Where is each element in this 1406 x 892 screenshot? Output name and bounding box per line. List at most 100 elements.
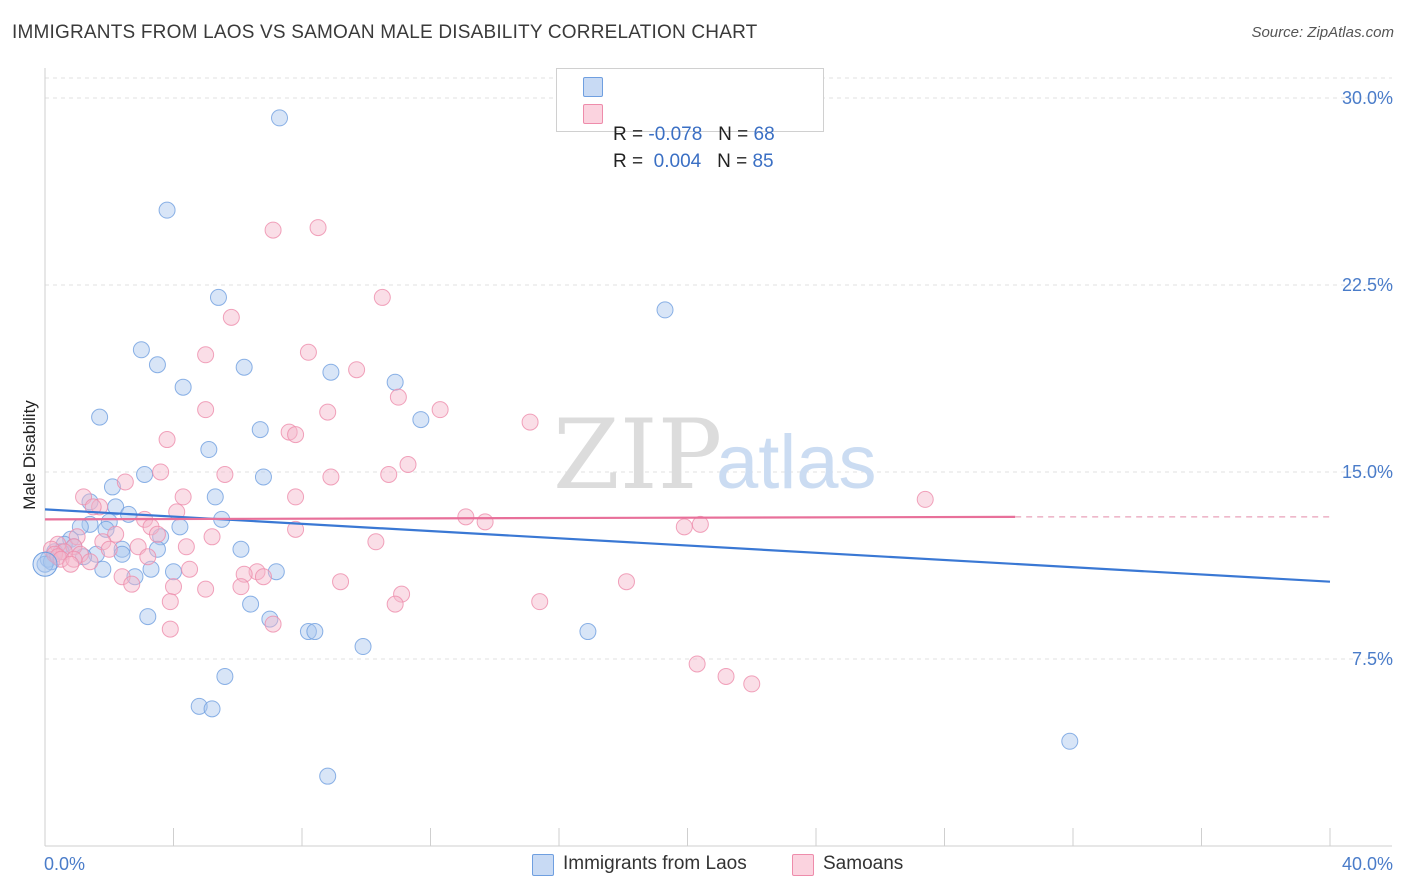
samoan-point bbox=[717, 667, 735, 685]
samoan-point bbox=[216, 465, 234, 483]
laos-point bbox=[319, 767, 337, 785]
samoan-point bbox=[348, 361, 366, 379]
laos-point bbox=[142, 560, 160, 578]
samoan-point bbox=[389, 388, 407, 406]
samoan-point bbox=[148, 525, 166, 543]
laos-point bbox=[171, 518, 189, 536]
samoan-point bbox=[254, 568, 272, 586]
legend-n-value-samoans: 85 bbox=[752, 151, 774, 172]
laos-point bbox=[165, 563, 182, 581]
laos-point bbox=[190, 697, 208, 715]
samoan-point bbox=[531, 593, 549, 611]
laos-point bbox=[254, 468, 272, 486]
samoan-point bbox=[521, 413, 539, 431]
samoan-point bbox=[197, 580, 215, 598]
samoan-point bbox=[158, 431, 176, 449]
samoan-point bbox=[197, 346, 215, 364]
samoan-point bbox=[476, 513, 494, 531]
samoan-point bbox=[197, 401, 215, 419]
laos-trend-line bbox=[44, 508, 1331, 583]
series-label-laos: Immigrants from Laos bbox=[563, 853, 747, 874]
samoan-point bbox=[177, 538, 195, 556]
laos-point bbox=[299, 623, 317, 641]
samoan-point bbox=[393, 585, 411, 603]
samoan-point bbox=[380, 465, 398, 483]
samoan-point bbox=[91, 498, 109, 516]
samoan-point bbox=[399, 455, 417, 473]
laos-point bbox=[136, 465, 154, 483]
laos-point bbox=[232, 540, 250, 558]
samoan-point bbox=[287, 488, 305, 506]
samoan-point bbox=[299, 343, 317, 361]
laos-point bbox=[139, 608, 157, 626]
samoan-point bbox=[386, 595, 404, 613]
watermark: ZIP atlas bbox=[553, 399, 877, 511]
samoan-point bbox=[62, 555, 80, 573]
samoan-point bbox=[367, 533, 385, 551]
laos-point bbox=[91, 408, 109, 426]
y-tick-label: 30.0% bbox=[1342, 88, 1393, 108]
series-label-samoans: Samoans bbox=[823, 853, 904, 874]
laos-point bbox=[412, 411, 430, 429]
axes bbox=[44, 68, 1392, 847]
laos-point bbox=[209, 288, 227, 306]
laos-point bbox=[386, 373, 404, 391]
legend-r-value-samoans: 0.004 bbox=[653, 151, 702, 172]
x-tick-label: 0.0% bbox=[44, 854, 85, 874]
samoan-point bbox=[373, 288, 391, 306]
series-swatch-laos bbox=[532, 854, 554, 876]
laos-point bbox=[203, 700, 221, 718]
samoan-point bbox=[675, 518, 693, 536]
legend-r-value-laos: -0.078 bbox=[648, 124, 703, 145]
stats-legend: R = -0.078 N = 68 R = 0.004 N = 85 bbox=[556, 68, 824, 172]
samoan-point bbox=[688, 655, 706, 673]
legend-n-label: N = bbox=[718, 124, 749, 145]
x-tick-label: 40.0% bbox=[1342, 854, 1393, 874]
legend-row-samoans: R = 0.004 N = 85 bbox=[583, 102, 774, 172]
chart-title: IMMIGRANTS FROM LAOS VS SAMOAN MALE DISA… bbox=[12, 22, 758, 43]
laos-point bbox=[267, 563, 285, 581]
samoan-point bbox=[235, 565, 253, 583]
laos-point bbox=[1061, 732, 1079, 750]
samoan-point bbox=[174, 488, 192, 506]
samoan-point bbox=[287, 426, 305, 444]
samoan-point bbox=[617, 573, 635, 591]
y-axis-label: Male Disability bbox=[20, 400, 39, 510]
samoan-point bbox=[457, 508, 475, 526]
samoan-point bbox=[431, 401, 449, 419]
samoan-point bbox=[152, 463, 170, 481]
laos-point bbox=[242, 595, 260, 613]
laos-point bbox=[94, 560, 112, 578]
y-tick-label: 22.5% bbox=[1342, 275, 1393, 295]
samoan-point bbox=[232, 578, 250, 596]
data-points bbox=[32, 109, 1079, 785]
samoan-point bbox=[332, 573, 350, 591]
legend-swatch-samoans bbox=[583, 104, 603, 124]
laos-point bbox=[148, 356, 166, 374]
laos-point bbox=[322, 363, 340, 381]
samoan-point bbox=[116, 473, 134, 491]
laos-point bbox=[174, 378, 192, 396]
laos-point bbox=[354, 638, 372, 656]
laos-point bbox=[103, 478, 121, 496]
samoan-point bbox=[203, 528, 221, 546]
series-swatch-samoans bbox=[792, 854, 814, 876]
samoan-point bbox=[264, 615, 282, 633]
laos-point bbox=[216, 667, 234, 685]
samoan-point bbox=[319, 403, 337, 421]
samoan-point bbox=[165, 578, 182, 596]
laos-point bbox=[206, 488, 224, 506]
laos-point bbox=[251, 421, 269, 439]
samoan-point bbox=[81, 553, 99, 571]
y-tick-label: 15.0% bbox=[1342, 462, 1393, 482]
legend-r-label: R = bbox=[613, 151, 644, 172]
samoan-point bbox=[287, 520, 305, 538]
samoan-point bbox=[100, 540, 118, 558]
watermark-zip: ZIP bbox=[553, 399, 722, 511]
laos-point bbox=[158, 201, 176, 219]
laos-point bbox=[306, 623, 324, 641]
legend-row-laos: R = -0.078 N = 68 bbox=[583, 75, 775, 145]
laos-point bbox=[261, 610, 279, 628]
samoan-point bbox=[309, 219, 327, 237]
